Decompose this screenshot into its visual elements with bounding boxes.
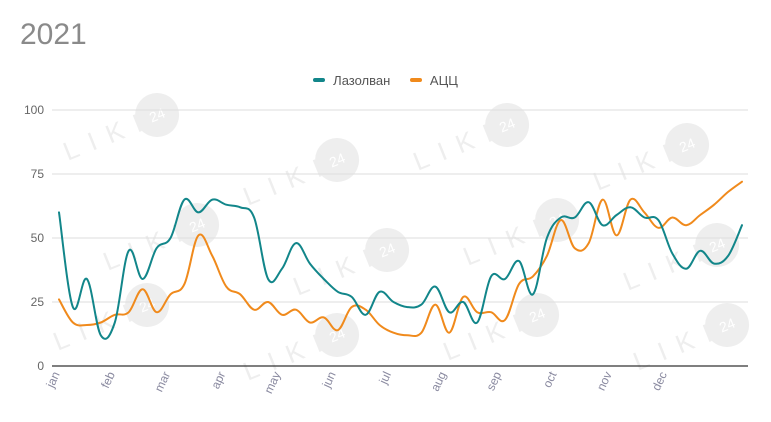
watermark-badge-text: 24 <box>137 295 158 316</box>
watermark-badge-text: 24 <box>677 135 698 156</box>
x-tick-label: mar <box>152 369 173 394</box>
watermark-badge-text: 24 <box>187 215 208 236</box>
watermark-badge-text: 24 <box>707 235 728 256</box>
x-tick-label: apr <box>208 369 228 391</box>
gridlines <box>52 109 748 367</box>
legend-swatch-series-1 <box>409 78 422 82</box>
x-tick-label: sep <box>483 369 504 393</box>
series-lines <box>58 180 743 340</box>
watermark-badge-text: 24 <box>527 305 548 326</box>
series-line-0[interactable] <box>58 197 743 340</box>
watermark-badge-icon <box>315 313 360 358</box>
x-tick-label: jul <box>376 369 394 387</box>
watermark-badge-icon <box>705 303 750 348</box>
watermark-badge-text: 24 <box>377 240 398 261</box>
watermark-badge-icon <box>125 283 170 328</box>
watermark-badge-icon <box>665 123 710 168</box>
x-tick-label: oct <box>540 369 560 390</box>
x-axis-ticks: jan feb mar apr may jun jul aug sep oct nov dec <box>43 369 670 396</box>
y-axis-ticks: 0 25 50 75 100 <box>24 103 44 373</box>
series-line-1[interactable] <box>58 180 743 338</box>
chart-title: 2021 <box>20 18 87 51</box>
watermark-badge-icon <box>365 228 410 273</box>
watermark-badge-icon <box>485 103 530 148</box>
x-tick-label: jun <box>319 369 339 390</box>
watermark-badge-text: 24 <box>717 315 738 336</box>
watermark-badge-icon <box>315 138 360 183</box>
x-tick-label: nov <box>594 369 615 392</box>
x-tick-label: dec <box>649 369 670 392</box>
watermark-badge-icon <box>135 93 180 138</box>
y-tick-label: 100 <box>24 103 44 117</box>
y-tick-label: 50 <box>31 231 45 245</box>
x-tick-label: jan <box>43 369 63 390</box>
watermark-badge-icon <box>515 293 560 338</box>
watermark-badge-text: 24 <box>327 150 348 171</box>
legend-swatch-series-0 <box>313 78 326 82</box>
watermark-badge-text: 24 <box>497 115 518 136</box>
y-tick-label: 25 <box>31 295 45 309</box>
legend-item-series-0[interactable]: Лазолван <box>313 73 390 88</box>
watermark-badge-icon <box>175 203 220 248</box>
x-tick-label: feb <box>98 369 118 390</box>
chart-legend: Лазолван АЦЦ <box>0 70 771 88</box>
watermark-badge-text: 24 <box>327 325 348 346</box>
y-tick-label: 0 <box>37 359 44 373</box>
legend-label-series-0: Лазолван <box>333 72 391 88</box>
legend-label-series-1: АЦЦ <box>429 72 458 88</box>
x-tick-label: aug <box>428 369 449 393</box>
y-tick-label: 75 <box>31 167 45 181</box>
legend-item-series-1[interactable]: АЦЦ <box>409 72 458 88</box>
